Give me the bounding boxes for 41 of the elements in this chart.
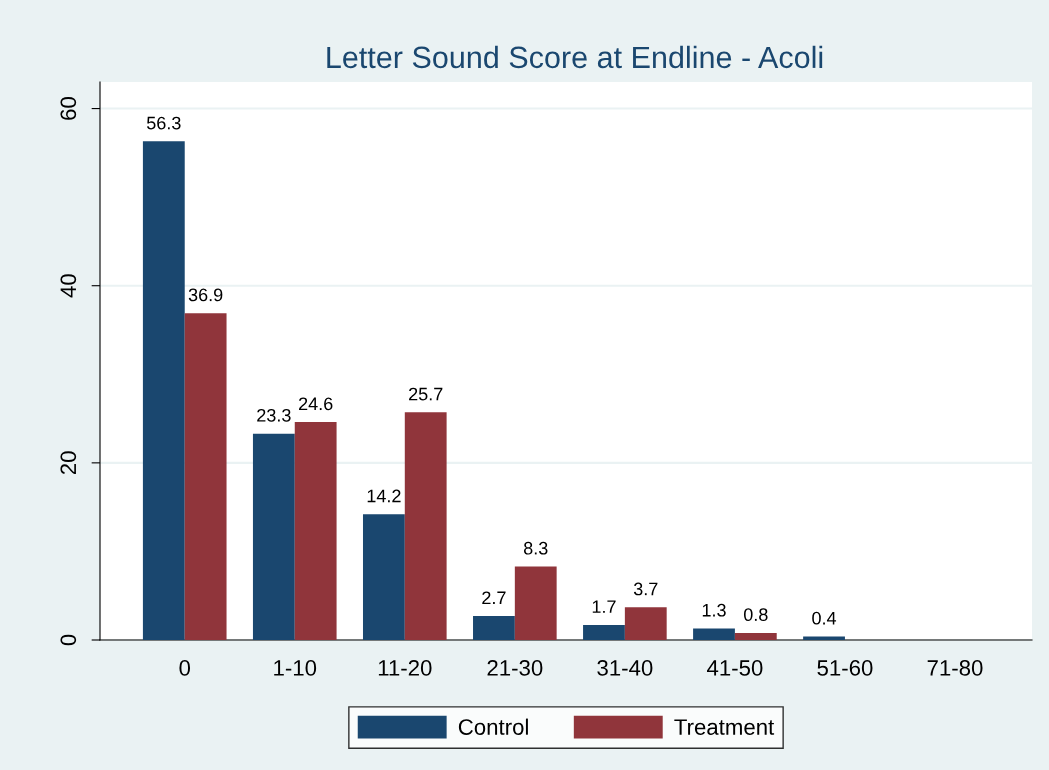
legend-label: Control	[458, 718, 528, 735]
x-tick-label: 1-10	[274, 660, 317, 676]
x-tick-label: 51-60	[817, 660, 873, 676]
data-label: 1.3	[702, 603, 726, 617]
data-label: 14.2	[367, 489, 401, 503]
data-label: 25.7	[409, 387, 443, 401]
y-tick-label: 20	[60, 451, 77, 475]
bar	[294, 422, 337, 640]
x-tick-label: 71-80	[927, 660, 983, 676]
y-tick-label: 0	[60, 634, 77, 646]
bar	[803, 636, 845, 640]
bar	[184, 313, 227, 640]
data-label: 3.7	[633, 582, 658, 596]
x-tick-label: 41-50	[707, 660, 763, 676]
bar	[624, 607, 667, 640]
y-tick-label: 60	[60, 97, 77, 120]
data-label: 36.9	[188, 288, 223, 302]
bar	[734, 632, 777, 640]
bar	[142, 141, 185, 640]
x-tick-label: 21-30	[487, 660, 543, 676]
bar	[514, 566, 557, 640]
data-label: 23.3	[257, 408, 291, 422]
bar	[693, 628, 735, 640]
data-label: 0.4	[812, 611, 837, 625]
data-label: 1.7	[592, 600, 616, 613]
bar	[404, 412, 447, 640]
y-tick-label: 40	[60, 274, 77, 298]
x-tick-label: 11-20	[378, 660, 432, 676]
chart-title: Letter Sound Score at Endline - Acoli	[327, 45, 823, 69]
bar	[362, 514, 405, 640]
data-label: 56.3	[146, 116, 181, 130]
bar	[252, 433, 295, 640]
legend-label: Treatment	[674, 719, 775, 735]
bar	[583, 624, 625, 640]
x-tick-label: 31-40	[597, 660, 653, 676]
data-label: 2.7	[482, 591, 506, 605]
data-label: 24.6	[299, 397, 333, 411]
data-label: 8.3	[523, 541, 548, 555]
data-label: 0.8	[743, 608, 768, 622]
x-tick-label: 0	[179, 660, 191, 676]
bar	[473, 616, 515, 640]
